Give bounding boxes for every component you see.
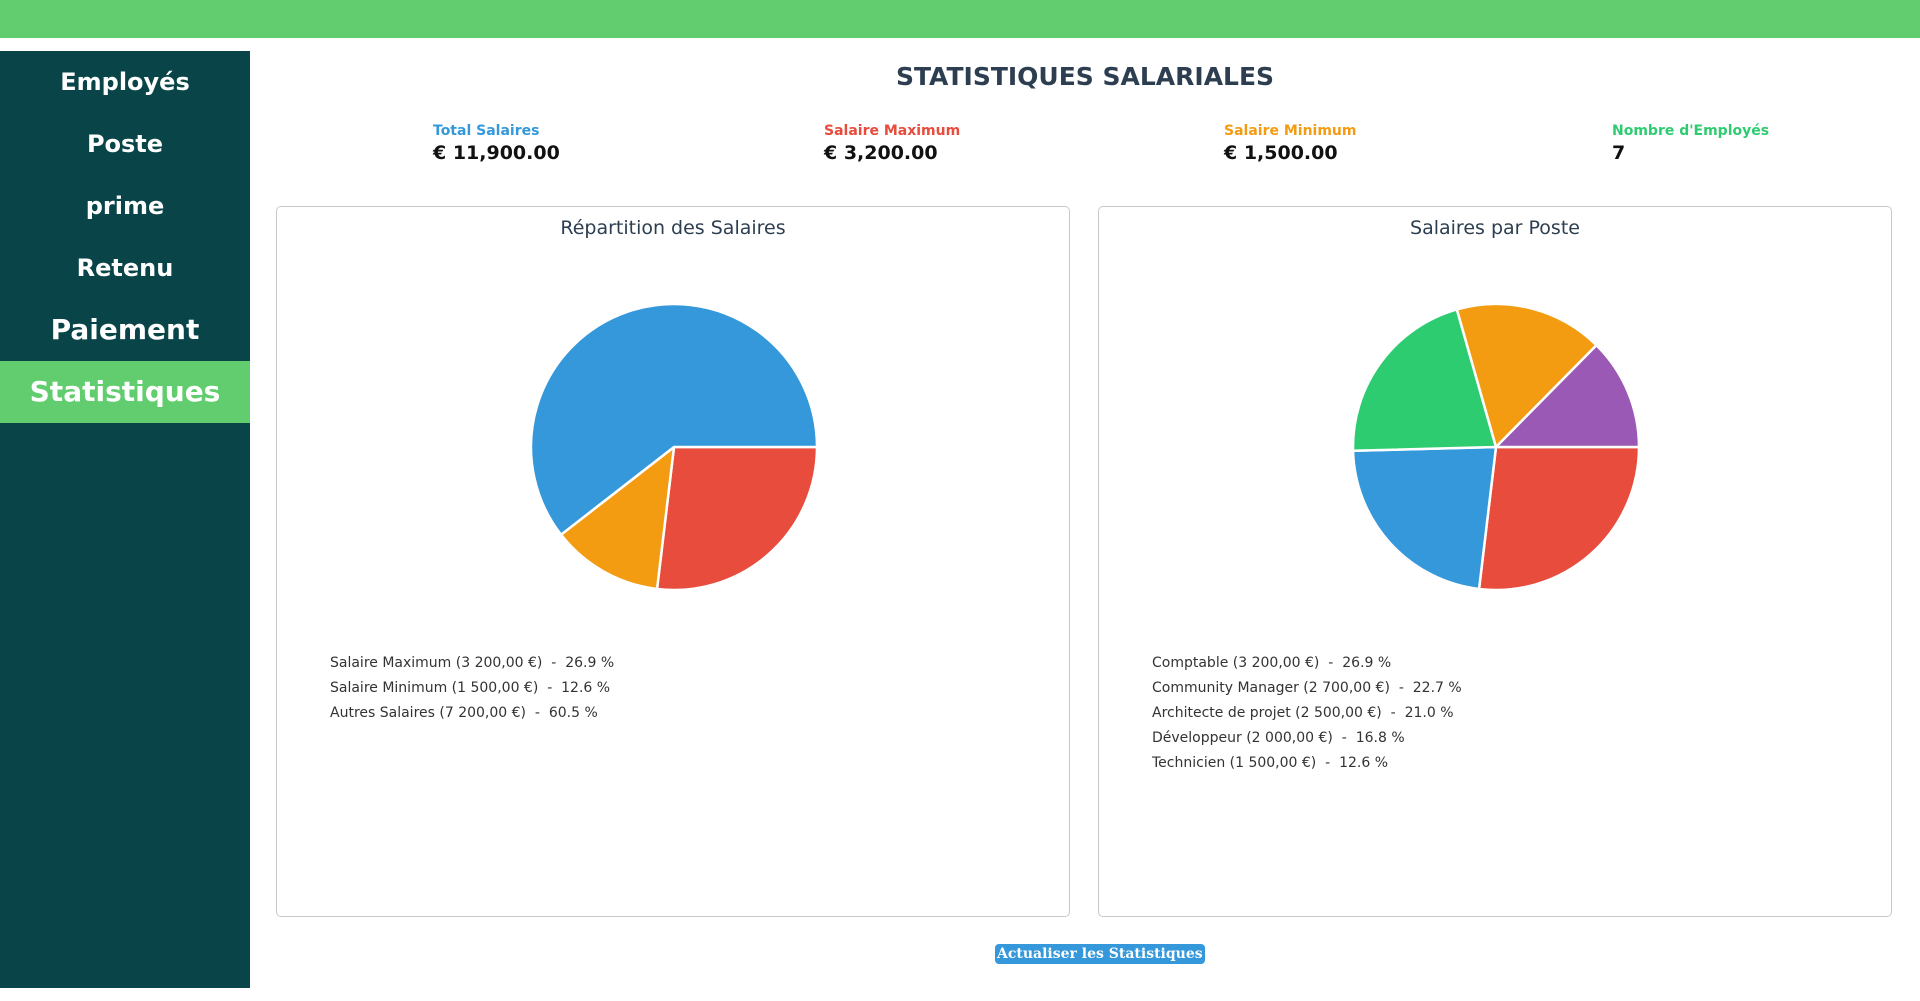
legend-item: Comptable (3 200,00 €) - 26.9 % — [1152, 655, 1392, 671]
pie-slice-2 — [1351, 307, 1498, 453]
nav-item-retenu[interactable]: Retenu — [76, 254, 174, 282]
pie-slice-1 — [1351, 445, 1498, 591]
chart-title: Répartition des Salaires — [560, 217, 786, 239]
top-bar — [0, 0, 1920, 38]
pie-slice-0 — [1477, 445, 1641, 592]
pie-chart-par-poste — [1351, 302, 1641, 592]
refresh-stats-button[interactable]: Actualiser les Statistiques — [995, 944, 1205, 964]
nav-item-paiement[interactable]: Paiement — [50, 313, 200, 346]
nav-item-statistiques[interactable]: Statistiques — [0, 361, 250, 423]
nav-item-prime[interactable]: prime — [85, 192, 165, 220]
chart-legend: Comptable (3 200,00 €) - 26.9 % Community… — [1152, 651, 1462, 776]
pie-slice-0 — [655, 445, 819, 592]
chart-panel-repartition: Répartition des Salaires Salaire Maximum… — [276, 206, 1070, 917]
pie-chart-repartition — [529, 302, 819, 592]
kpi-salaire-minimum: Salaire Minimum € 1,500.00 — [1224, 123, 1357, 164]
kpi-label: Total Salaires — [433, 123, 540, 139]
kpi-value: € 11,900.00 — [433, 142, 560, 164]
legend-item: Autres Salaires (7 200,00 €) - 60.5 % — [330, 705, 598, 721]
legend-item: Technicien (1 500,00 €) - 12.6 % — [1152, 755, 1389, 771]
kpi-salaire-maximum: Salaire Maximum € 3,200.00 — [824, 123, 960, 164]
legend-item: Architecte de projet (2 500,00 €) - 21.0… — [1152, 705, 1454, 721]
kpi-total-salaires: Total Salaires € 11,900.00 — [433, 123, 560, 164]
sidebar: Employés Poste prime Retenu Paiement Sta… — [0, 51, 250, 988]
legend-item: Community Manager (2 700,00 €) - 22.7 % — [1152, 680, 1462, 696]
page-title: STATISTIQUES SALARIALES — [895, 62, 1275, 91]
legend-item: Salaire Minimum (1 500,00 €) - 12.6 % — [330, 680, 611, 696]
chart-legend: Salaire Maximum (3 200,00 €) - 26.9 % Sal… — [330, 651, 614, 726]
pie-slice-1 — [559, 444, 676, 591]
kpi-label: Nombre d'Employés — [1612, 123, 1770, 139]
pie-slice-2 — [529, 302, 819, 537]
nav-item-employes[interactable]: Employés — [60, 68, 190, 96]
pie-slice-4 — [1493, 343, 1641, 449]
kpi-value: € 3,200.00 — [824, 142, 938, 164]
kpi-value: 7 — [1612, 142, 1626, 164]
legend-item: Développeur (2 000,00 €) - 16.8 % — [1152, 730, 1405, 746]
legend-item: Salaire Maximum (3 200,00 €) - 26.9 % — [330, 655, 615, 671]
chart-title: Salaires par Poste — [1410, 217, 1580, 239]
pie-slice-3 — [1455, 302, 1599, 450]
nav-item-poste[interactable]: Poste — [86, 130, 164, 158]
kpi-label: Salaire Maximum — [824, 123, 961, 139]
kpi-label: Salaire Minimum — [1224, 123, 1357, 139]
kpi-value: € 1,500.00 — [1224, 142, 1338, 164]
kpi-nombre-employes: Nombre d'Employés 7 — [1612, 123, 1769, 164]
chart-panel-par-poste: Salaires par Poste Comptable (3 200,00 €… — [1098, 206, 1892, 917]
